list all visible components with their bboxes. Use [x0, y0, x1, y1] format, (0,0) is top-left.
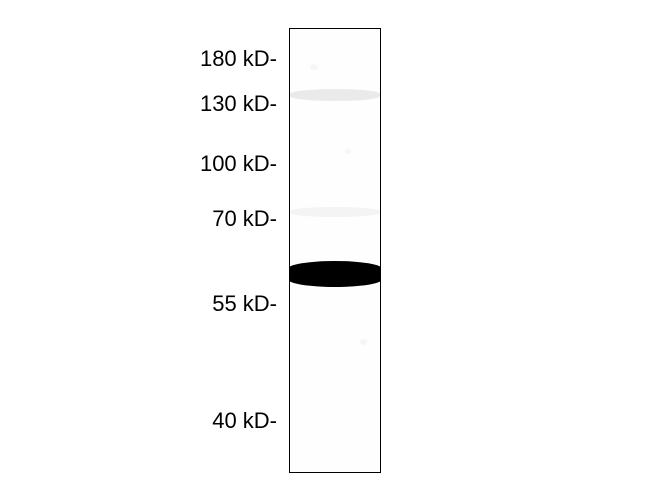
band-faint-70 — [290, 207, 380, 217]
noise-speck — [360, 339, 367, 345]
blot-figure: 180 kD- 130 kD- 100 kD- 70 kD- 55 kD- 40… — [0, 0, 670, 500]
marker-label-55: 55 kD- — [212, 291, 277, 317]
band-faint-upper — [290, 89, 380, 101]
marker-label-100: 100 kD- — [200, 151, 277, 177]
band-main — [289, 261, 381, 287]
blot-lane — [289, 28, 381, 473]
marker-label-70: 70 kD- — [212, 206, 277, 232]
noise-speck — [345, 149, 351, 154]
marker-label-130: 130 kD- — [200, 91, 277, 117]
noise-speck — [310, 64, 318, 70]
marker-label-40: 40 kD- — [212, 408, 277, 434]
marker-label-180: 180 kD- — [200, 46, 277, 72]
